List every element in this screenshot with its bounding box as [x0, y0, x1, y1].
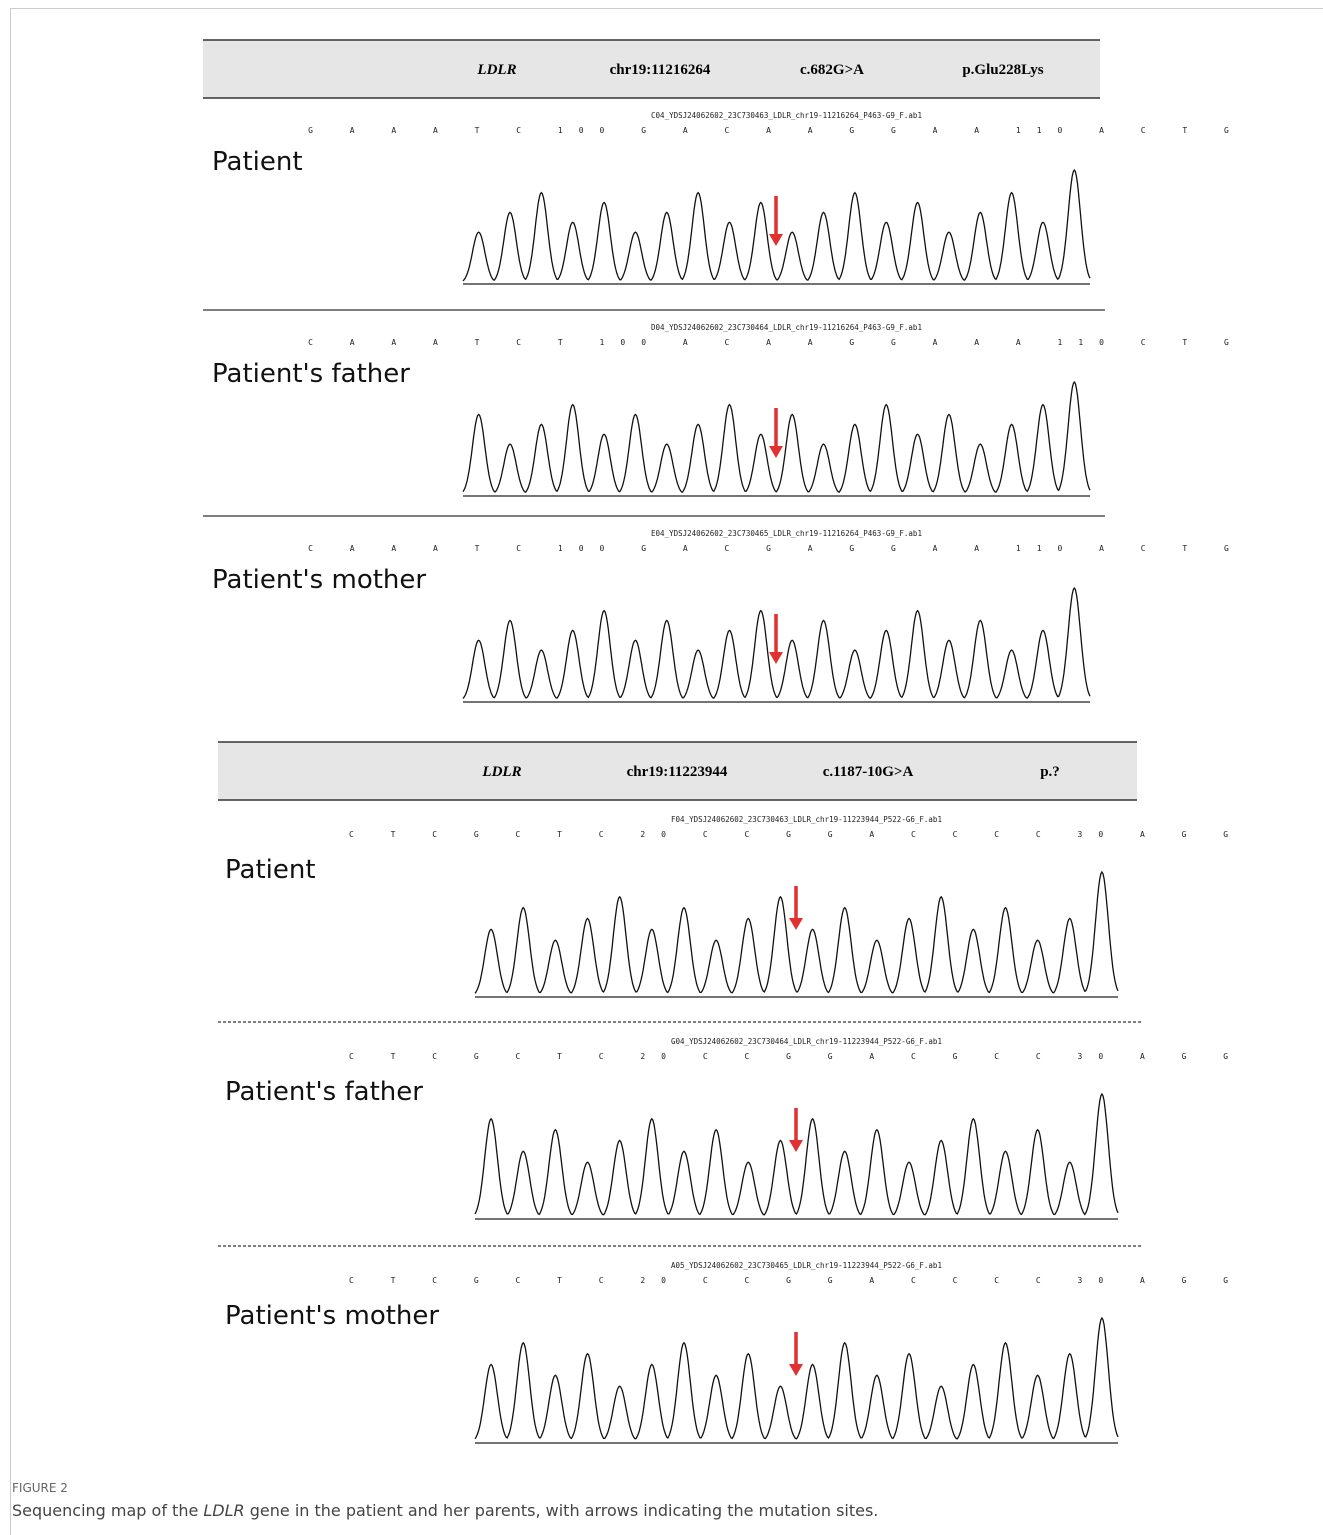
- caption-part: gene in the patient and her parents, wit…: [245, 1501, 879, 1520]
- sample-label: Patient: [212, 147, 303, 177]
- caption-part: Sequencing map of the: [12, 1501, 203, 1520]
- figure-number: FIGURE 2: [12, 1481, 68, 1495]
- header-change: c.1187-10G>A: [823, 764, 914, 780]
- mutation-arrowhead: [769, 234, 783, 246]
- trace-bases: C T C G C T C 20 C C G G A C G C C 30 A …: [349, 1052, 1244, 1061]
- trace-file: E04_YDSJ24062602_23C730465_LDLR_chr19-11…: [651, 529, 922, 538]
- header-locus: chr19:11216264: [610, 62, 711, 78]
- trace-bases: C A A A T C 100 G A C G A G G A A 110 A …: [308, 544, 1245, 553]
- header-protein: p.Glu228Lys: [962, 62, 1043, 78]
- header-protein: p.?: [1040, 764, 1060, 780]
- trace-bases: C A A A T C T 100 A C A A G G A A A 110 …: [308, 338, 1245, 347]
- header-locus: chr19:11223944: [627, 764, 728, 780]
- trace-file: G04_YDSJ24062602_23C730464_LDLR_chr19-11…: [671, 1037, 942, 1046]
- caption: Sequencing map of the LDLR gene in the p…: [12, 1501, 878, 1520]
- sample-label: Patient: [225, 855, 316, 885]
- mutation-arrowhead: [769, 446, 783, 458]
- sample-label: Patient's father: [225, 1077, 423, 1107]
- mutation-arrowhead: [789, 918, 803, 930]
- sample-label: Patient's mother: [225, 1301, 439, 1331]
- trace-file: D04_YDSJ24062602_23C730464_LDLR_chr19-11…: [651, 323, 922, 332]
- figure: FIGURE 2 Sequencing map of the LDLR gene…: [0, 0, 1323, 1535]
- trace-bases: C T C G C T C 20 C C G G A C C C C 30 A …: [349, 830, 1244, 839]
- trace-file: A05_YDSJ24062602_23C730465_LDLR_chr19-11…: [671, 1261, 942, 1270]
- mutation-arrowhead: [789, 1140, 803, 1152]
- caption-gene: LDLR: [203, 1501, 244, 1520]
- sample-label: Patient's father: [212, 359, 410, 389]
- header-gene: LDLR: [476, 62, 516, 78]
- trace-bases: C T C G C T C 20 C C G G A C C C C 30 A …: [349, 1276, 1244, 1285]
- mutation-arrowhead: [769, 652, 783, 664]
- trace-file: F04_YDSJ24062602_23C730463_LDLR_chr19-11…: [671, 815, 942, 824]
- trace-bases: G A A A T C 100 G A C A A G G A A 110 A …: [308, 126, 1245, 135]
- header-gene: LDLR: [481, 764, 521, 780]
- trace-file: C04_YDSJ24062602_23C730463_LDLR_chr19-11…: [651, 111, 922, 120]
- sample-label: Patient's mother: [212, 565, 426, 595]
- header-change: c.682G>A: [800, 62, 864, 78]
- mutation-arrowhead: [789, 1364, 803, 1376]
